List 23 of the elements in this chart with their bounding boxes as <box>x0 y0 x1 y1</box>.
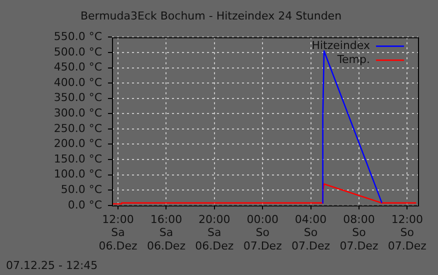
x-tick-label: 16:00 Sa 06.Dez <box>146 212 186 252</box>
y-tick-label: 50.0 °C <box>60 182 102 196</box>
chart-title: Bermuda3Eck Bochum - Hitzeindex 24 Stunden <box>80 9 342 22</box>
y-tick-label: 250.0 °C <box>54 122 102 135</box>
y-tick-label: 0.0 °C <box>68 198 102 212</box>
text: 07.12.25 - 12:45 <box>6 259 98 272</box>
y-tick-label: 200.0 °C <box>54 137 102 150</box>
y-tick-label: 350.0 °C <box>54 91 102 104</box>
y-tick-label: 300.0 °C <box>54 106 102 120</box>
x-tick-label: 08:00 So 07.Dez <box>340 212 378 252</box>
y-tick-label: 100.0 °C <box>54 168 102 181</box>
x-tick-label: 00:00 So 07.Dez <box>243 212 282 252</box>
x-tick-label: 04:00 So 07.Dez <box>292 212 330 252</box>
y-tick-label: 500.0 °C <box>54 45 102 58</box>
x-tick-label: 20:00 Sa 06.Dez <box>195 212 234 252</box>
y-tick-label: 400.0 °C <box>54 76 102 89</box>
legend-label: Hitzeindex <box>312 39 370 52</box>
x-tick-label: 12:00 Sa 06.Dez <box>98 212 138 252</box>
y-tick-label: 550.0 °C <box>54 30 102 44</box>
y-tick-label: 450.0 °C <box>54 60 102 74</box>
y-tick-label: 150.0 °C <box>54 152 102 166</box>
legend-label: Temp. <box>336 53 370 66</box>
x-tick-label: 12:00 So 07.Dez <box>388 212 427 252</box>
